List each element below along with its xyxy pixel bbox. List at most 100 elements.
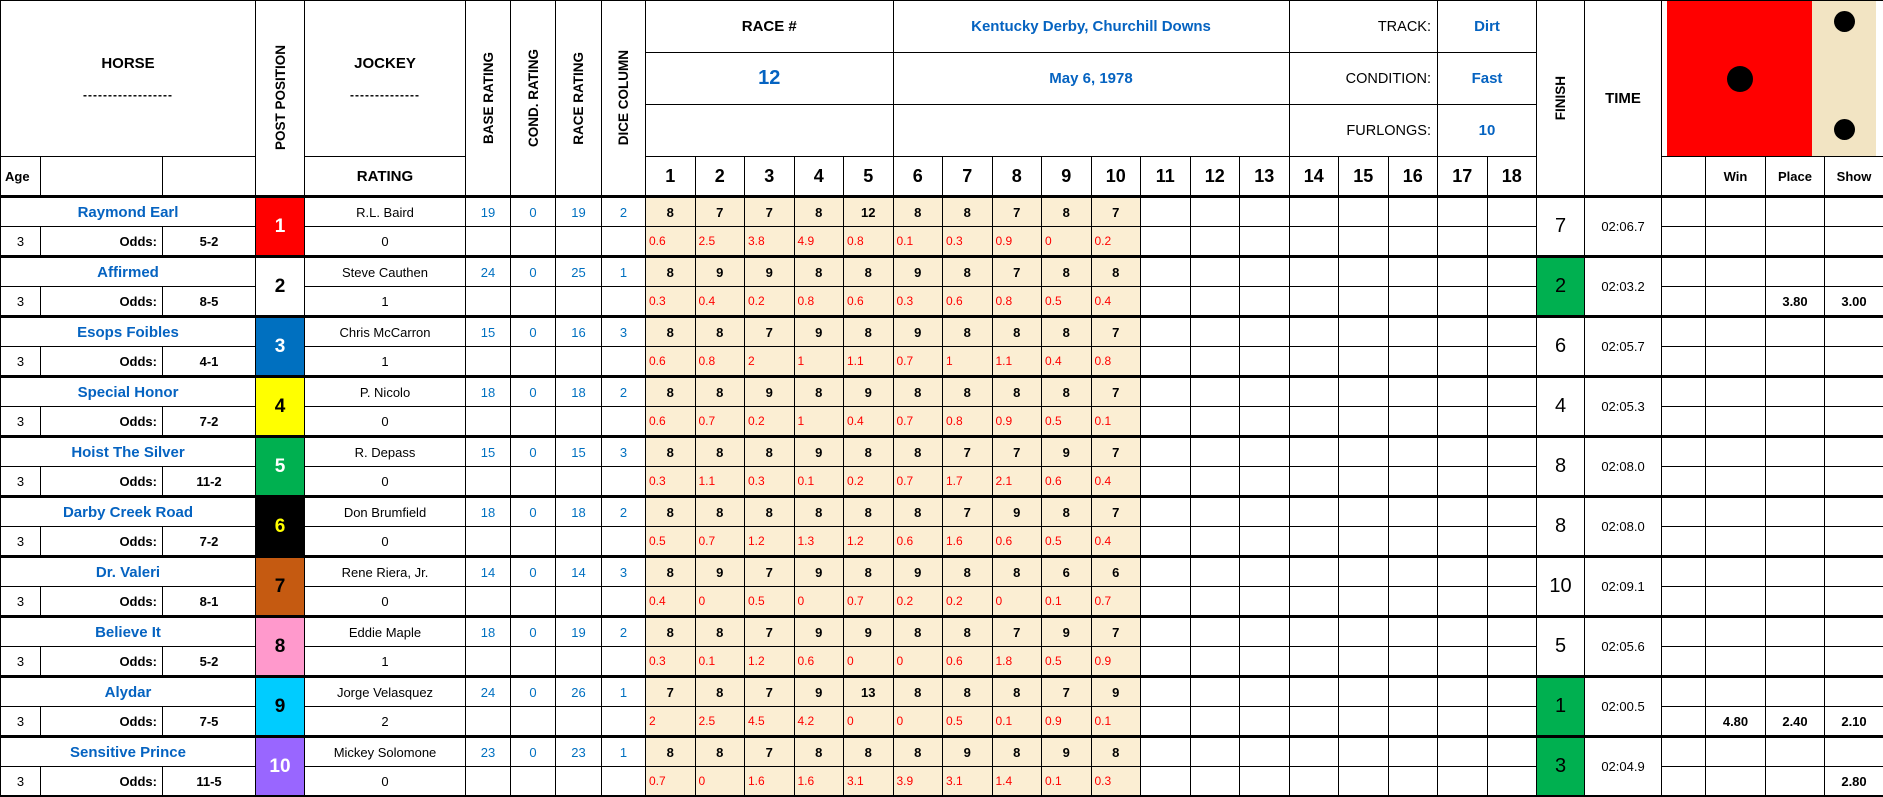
jockey-name[interactable]: P. Nicolo [305,378,466,407]
race-col-margin[interactable]: 0.3 [646,647,696,676]
race-col-margin[interactable]: 1.2 [844,527,894,556]
race-col-speed[interactable]: 8 [992,738,1042,767]
race-col-margin[interactable]: 4.5 [745,707,795,736]
race-col-speed[interactable]: 8 [794,258,844,287]
jockey-name[interactable]: Rene Riera, Jr. [305,558,466,587]
cond-rating-value[interactable]: 0 [511,618,556,647]
race-col-margin[interactable]: 0.6 [943,647,993,676]
race-col-margin[interactable]: 0.4 [1042,347,1092,376]
race-col-margin[interactable]: 0.6 [646,407,696,436]
dice-column-value[interactable]: 2 [602,198,646,227]
race-col-speed[interactable]: 7 [992,618,1042,647]
race-col-margin[interactable]: 0.8 [1091,347,1141,376]
empty-race-col[interactable] [1289,438,1339,467]
race-col-margin[interactable]: 0.8 [695,347,745,376]
race-col-speed[interactable]: 9 [794,678,844,707]
show-payout[interactable] [1825,347,1883,376]
empty-race-col[interactable] [1487,227,1537,256]
empty-race-col[interactable] [1240,707,1290,736]
show-payout[interactable] [1825,527,1883,556]
race-col-speed[interactable]: 8 [1042,378,1092,407]
race-col-speed[interactable]: 8 [695,318,745,347]
empty-cell[interactable] [466,407,511,436]
empty-race-col[interactable] [1388,618,1438,647]
race-col-speed[interactable]: 7 [943,438,993,467]
race-col-speed[interactable]: 8 [646,498,696,527]
race-col-speed[interactable]: 12 [844,198,894,227]
race-rating-value[interactable]: 23 [556,738,602,767]
place-payout[interactable] [1766,767,1825,796]
race-col-speed[interactable]: 8 [943,678,993,707]
race-col-speed[interactable]: 9 [745,258,795,287]
empty-cell[interactable] [511,707,556,736]
empty-race-col[interactable] [1339,258,1389,287]
empty-race-col[interactable] [1438,738,1488,767]
empty-race-col[interactable] [1487,498,1537,527]
race-col-speed[interactable]: 9 [1042,618,1092,647]
jockey-rating[interactable]: 2 [305,707,466,736]
empty-race-col[interactable] [1190,258,1240,287]
race-col-margin[interactable]: 0.6 [646,347,696,376]
empty-race-col[interactable] [1339,647,1389,676]
race-col-margin[interactable]: 1 [794,347,844,376]
empty-cell[interactable] [1766,618,1825,647]
empty-cell[interactable] [1825,378,1883,407]
finish-position[interactable]: 1 [1537,678,1585,736]
jockey-name[interactable]: Chris McCarron [305,318,466,347]
empty-cell[interactable] [602,287,646,316]
empty-cell[interactable] [556,227,602,256]
race-col-margin[interactable]: 0 [844,647,894,676]
jockey-rating[interactable]: 0 [305,527,466,556]
base-rating-value[interactable]: 23 [466,738,511,767]
race-rating-value[interactable]: 25 [556,258,602,287]
race-col-speed[interactable]: 8 [992,678,1042,707]
race-col-speed[interactable]: 7 [943,498,993,527]
race-col-speed[interactable]: 8 [646,198,696,227]
race-col-margin[interactable]: 0.5 [1042,647,1092,676]
empty-race-col[interactable] [1388,347,1438,376]
race-col-speed[interactable]: 7 [745,738,795,767]
empty-race-col[interactable] [1190,707,1240,736]
empty-race-col[interactable] [1388,678,1438,707]
dice-column-value[interactable]: 2 [602,618,646,647]
race-col-margin[interactable]: 0.2 [745,287,795,316]
empty-cell[interactable] [1662,498,1706,527]
odds-value[interactable]: 11-2 [163,467,256,496]
race-col-margin[interactable]: 0.6 [893,527,943,556]
empty-race-col[interactable] [1190,407,1240,436]
race-col-speed[interactable]: 8 [943,318,993,347]
empty-cell[interactable] [1825,738,1883,767]
empty-cell[interactable] [1662,407,1706,436]
race-col-margin[interactable]: 0.2 [844,467,894,496]
empty-cell[interactable] [511,347,556,376]
empty-cell[interactable] [1766,318,1825,347]
win-payout[interactable] [1706,407,1766,436]
race-col-margin[interactable]: 0.2 [745,407,795,436]
cond-rating-value[interactable]: 0 [511,558,556,587]
empty-cell[interactable] [1706,738,1766,767]
empty-race-col[interactable] [1388,587,1438,616]
race-col-margin[interactable]: 0.6 [844,287,894,316]
empty-race-col[interactable] [1487,707,1537,736]
empty-cell[interactable] [466,587,511,616]
empty-race-col[interactable] [1388,287,1438,316]
race-col-speed[interactable]: 8 [992,318,1042,347]
empty-race-col[interactable] [1240,467,1290,496]
race-col-margin[interactable]: 1.6 [794,767,844,796]
race-col-margin[interactable]: 0.5 [1042,287,1092,316]
empty-cell[interactable] [1662,678,1706,707]
win-payout[interactable] [1706,287,1766,316]
empty-race-col[interactable] [1190,347,1240,376]
race-col-margin[interactable]: 1 [943,347,993,376]
race-rating-value[interactable]: 26 [556,678,602,707]
empty-cell[interactable] [602,527,646,556]
empty-race-col[interactable] [1190,467,1240,496]
odds-value[interactable]: 11-5 [163,767,256,796]
race-col-margin[interactable]: 0.1 [1091,707,1141,736]
empty-race-col[interactable] [1438,558,1488,587]
empty-race-col[interactable] [1438,678,1488,707]
race-col-margin[interactable]: 1 [794,407,844,436]
empty-cell[interactable] [1706,558,1766,587]
race-rating-value[interactable]: 14 [556,558,602,587]
race-col-margin[interactable]: 0 [893,707,943,736]
